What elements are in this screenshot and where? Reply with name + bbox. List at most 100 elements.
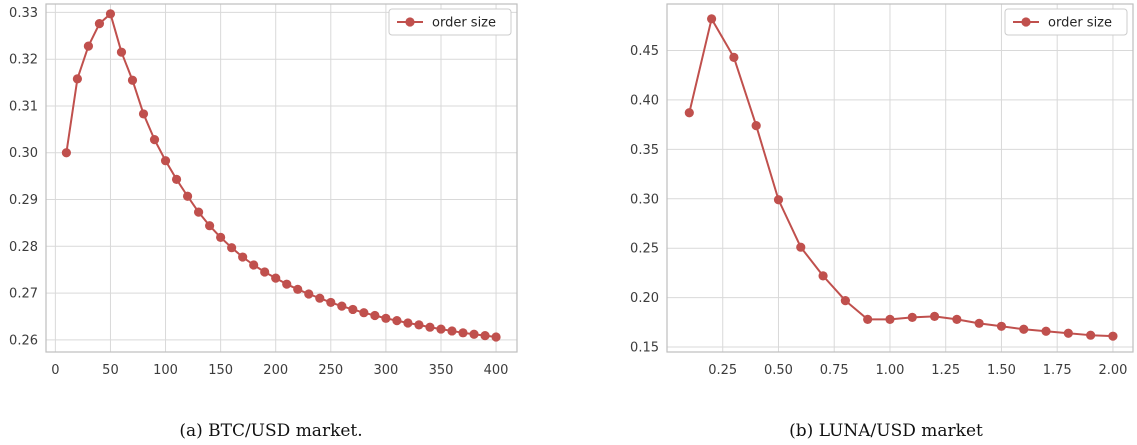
x-tick-label: 150 xyxy=(208,363,233,378)
y-tick-label: 0.30 xyxy=(9,146,38,161)
legend-marker xyxy=(405,17,415,27)
legend: order size xyxy=(388,8,512,36)
x-tick-label: 1.75 xyxy=(1043,363,1072,378)
data-point xyxy=(238,252,248,262)
data-point xyxy=(425,322,435,332)
data-point xyxy=(337,301,347,311)
data-point xyxy=(105,9,116,19)
y-tick-label: 0.45 xyxy=(630,44,659,59)
x-tick-label: 0.25 xyxy=(708,363,737,378)
data-point xyxy=(684,108,694,118)
y-tick-label: 0.30 xyxy=(630,192,659,207)
data-point xyxy=(72,74,82,84)
x-tick-label: 0.75 xyxy=(820,363,849,378)
data-point xyxy=(216,232,226,243)
data-point xyxy=(1019,324,1029,334)
data-point xyxy=(840,295,850,306)
y-tick-label: 0.15 xyxy=(630,341,659,356)
data-point xyxy=(436,324,446,334)
plot-area xyxy=(46,4,517,352)
series-line xyxy=(65,12,497,339)
x-tick-label: 250 xyxy=(318,363,343,378)
chart-panel-luna-usd: 0.25 0.50 0.75 1.00 1.25 1.50 1.75 2.00 0.15 0.20… xyxy=(630,3,1134,378)
x-tick-label: 2.00 xyxy=(1098,363,1127,378)
data-point xyxy=(1108,331,1118,341)
data-point xyxy=(160,156,171,166)
x-tick-label: 350 xyxy=(429,363,454,378)
data-point xyxy=(706,14,717,24)
data-point xyxy=(370,310,380,321)
data-point xyxy=(293,284,303,294)
data-point xyxy=(326,297,336,308)
data-point xyxy=(392,316,402,326)
data-point xyxy=(348,304,358,315)
data-point xyxy=(907,312,917,322)
data-point xyxy=(271,273,281,283)
data-point xyxy=(138,109,149,119)
y-tick-label: 0.31 xyxy=(9,99,38,114)
data-point xyxy=(94,19,105,29)
data-point xyxy=(469,329,479,339)
data-point xyxy=(171,174,182,185)
data-point xyxy=(996,321,1007,331)
caption-b: (b) LUNA/USD market xyxy=(789,421,983,441)
x-tick-label: 0 xyxy=(51,363,59,378)
data-point xyxy=(1063,328,1073,338)
data-point xyxy=(818,271,828,281)
plot-area xyxy=(667,4,1133,352)
data-point xyxy=(863,314,873,324)
y-tick-label: 0.35 xyxy=(630,143,659,158)
data-point xyxy=(359,308,369,318)
data-point xyxy=(315,293,325,303)
data-point xyxy=(116,47,127,57)
data-point xyxy=(773,195,784,205)
x-tick-label: 200 xyxy=(263,363,288,378)
x-tick-label: 0.50 xyxy=(764,363,793,378)
y-tick-label: 0.33 xyxy=(9,6,38,21)
data-point xyxy=(952,314,962,324)
y-tick-label: 0.26 xyxy=(9,333,38,348)
data-point xyxy=(61,148,71,158)
y-tick-label: 0.27 xyxy=(9,287,38,302)
data-point xyxy=(751,121,761,131)
data-point xyxy=(260,267,270,277)
x-tick-label: 1.25 xyxy=(931,363,960,378)
data-point xyxy=(205,221,215,231)
data-point xyxy=(282,279,292,289)
x-tick-label: 1.00 xyxy=(875,363,904,378)
data-point xyxy=(974,318,984,328)
data-point xyxy=(729,52,739,62)
y-tick-label: 0.32 xyxy=(9,53,38,68)
data-point xyxy=(381,313,391,323)
data-point xyxy=(491,332,501,342)
y-tick-label: 0.29 xyxy=(9,193,38,208)
y-tick-label: 0.20 xyxy=(630,291,659,306)
caption-a: (a) BTC/USD market. xyxy=(179,421,362,441)
x-tick-label: 400 xyxy=(484,363,509,378)
data-point xyxy=(227,243,237,253)
chart-panel-btc-usd: 0 50 100 150 200 250 300 350 400 0.26 0.27 0.28 0.29… xyxy=(9,3,518,378)
legend-box xyxy=(1004,8,1128,36)
data-point xyxy=(796,242,806,252)
data-point xyxy=(414,320,424,330)
data-point xyxy=(480,331,490,341)
y-tick-label: 0.25 xyxy=(630,242,659,257)
legend-label: order size xyxy=(1048,16,1112,31)
x-tick-label: 100 xyxy=(153,363,178,378)
legend: order size xyxy=(1004,8,1128,36)
data-point xyxy=(447,326,457,336)
data-point xyxy=(1041,326,1051,336)
axes-frame xyxy=(45,3,518,353)
data-point xyxy=(458,328,468,338)
x-tick-label: 50 xyxy=(102,363,119,378)
x-tick-label: 300 xyxy=(373,363,398,378)
data-point xyxy=(182,191,193,201)
data-point xyxy=(304,289,314,299)
axes-frame xyxy=(666,3,1134,353)
legend-label: order size xyxy=(432,16,496,31)
data-point xyxy=(249,260,259,270)
data-point xyxy=(403,318,413,328)
legend-box xyxy=(388,8,512,36)
data-point xyxy=(149,135,160,145)
